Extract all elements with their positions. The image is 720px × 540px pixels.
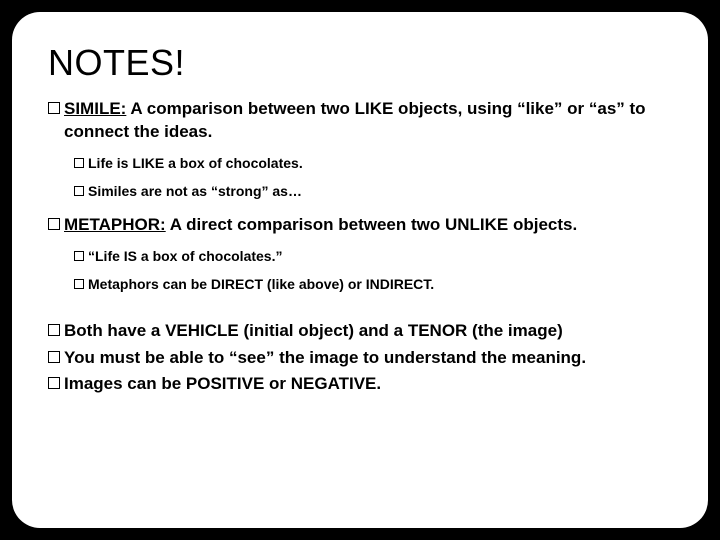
checkbox-icon bbox=[48, 377, 60, 389]
slide-frame: NOTES! SIMILE: A comparison between two … bbox=[12, 12, 708, 528]
spacer bbox=[48, 308, 672, 316]
sub-simile-2: Similes are not as “strong” as… bbox=[74, 182, 672, 200]
sub-text: Similes are not as “strong” as… bbox=[88, 183, 302, 199]
plain-text: You must be able to “see” the image to u… bbox=[64, 348, 586, 367]
sub-text: Metaphors can be DIRECT (like above) or … bbox=[88, 276, 434, 292]
sub-metaphor-2: Metaphors can be DIRECT (like above) or … bbox=[74, 275, 672, 293]
bullet-see-image: You must be able to “see” the image to u… bbox=[48, 347, 672, 370]
plain-text: Images can be POSITIVE or NEGATIVE. bbox=[64, 374, 381, 393]
bullet-simile: SIMILE: A comparison between two LIKE ob… bbox=[48, 98, 672, 144]
sub-simile: Life is LIKE a box of chocolates. Simile… bbox=[48, 154, 672, 200]
sub-text: Life is LIKE a box of chocolates. bbox=[88, 155, 303, 171]
checkbox-icon bbox=[48, 324, 60, 336]
checkbox-icon bbox=[74, 186, 84, 196]
bullet-metaphor: METAPHOR: A direct comparison between tw… bbox=[48, 214, 672, 237]
checkbox-icon bbox=[48, 351, 60, 363]
term-metaphor: METAPHOR: bbox=[64, 215, 166, 234]
bullet-vehicle-tenor: Both have a VEHICLE (initial object) and… bbox=[48, 320, 672, 343]
checkbox-icon bbox=[74, 158, 84, 168]
sub-simile-1: Life is LIKE a box of chocolates. bbox=[74, 154, 672, 172]
plain-text: Both have a VEHICLE (initial object) and… bbox=[64, 321, 563, 340]
checkbox-icon bbox=[48, 102, 60, 114]
def-metaphor: A direct comparison between two UNLIKE o… bbox=[166, 215, 578, 234]
sub-metaphor: “Life IS a box of chocolates.” Metaphors… bbox=[48, 247, 672, 293]
term-simile: SIMILE: bbox=[64, 99, 126, 118]
sub-text: “Life IS a box of chocolates.” bbox=[88, 248, 282, 264]
def-simile: A comparison between two LIKE objects, u… bbox=[64, 99, 646, 141]
slide-title: NOTES! bbox=[48, 42, 672, 84]
checkbox-icon bbox=[74, 251, 84, 261]
bullet-positive-negative: Images can be POSITIVE or NEGATIVE. bbox=[48, 373, 672, 396]
slide-outer: NOTES! SIMILE: A comparison between two … bbox=[0, 0, 720, 540]
checkbox-icon bbox=[74, 279, 84, 289]
sub-metaphor-1: “Life IS a box of chocolates.” bbox=[74, 247, 672, 265]
checkbox-icon bbox=[48, 218, 60, 230]
